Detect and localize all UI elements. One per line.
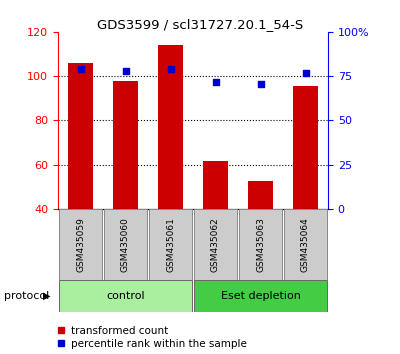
Bar	[248, 181, 273, 209]
Text: GSM435060: GSM435060	[121, 217, 130, 272]
Bar	[149, 209, 192, 280]
Bar	[68, 63, 93, 209]
Point	[77, 66, 84, 72]
Point	[167, 66, 174, 72]
Bar	[113, 81, 138, 209]
Bar	[104, 209, 147, 280]
Bar	[293, 86, 318, 209]
Text: GSM435063: GSM435063	[256, 217, 265, 272]
Bar	[59, 209, 102, 280]
Point	[122, 68, 129, 74]
Text: GSM435061: GSM435061	[166, 217, 175, 272]
Bar	[284, 209, 327, 280]
Bar	[194, 209, 237, 280]
Text: GDS3599 / scl31727.20.1_54-S: GDS3599 / scl31727.20.1_54-S	[97, 18, 303, 31]
Legend: transformed count, percentile rank within the sample: transformed count, percentile rank withi…	[57, 326, 247, 349]
Text: GSM435059: GSM435059	[76, 217, 85, 272]
Point	[302, 70, 309, 75]
Bar	[59, 280, 192, 312]
Bar	[194, 280, 327, 312]
Text: ▶: ▶	[44, 291, 51, 301]
Text: GSM435064: GSM435064	[301, 217, 310, 272]
Point	[212, 80, 219, 85]
Text: GSM435062: GSM435062	[211, 217, 220, 272]
Bar	[239, 209, 282, 280]
Text: control: control	[106, 291, 145, 301]
Bar	[158, 45, 183, 209]
Text: protocol: protocol	[4, 291, 49, 301]
Text: Eset depletion: Eset depletion	[220, 291, 300, 301]
Point	[257, 81, 264, 87]
Bar	[203, 161, 228, 209]
